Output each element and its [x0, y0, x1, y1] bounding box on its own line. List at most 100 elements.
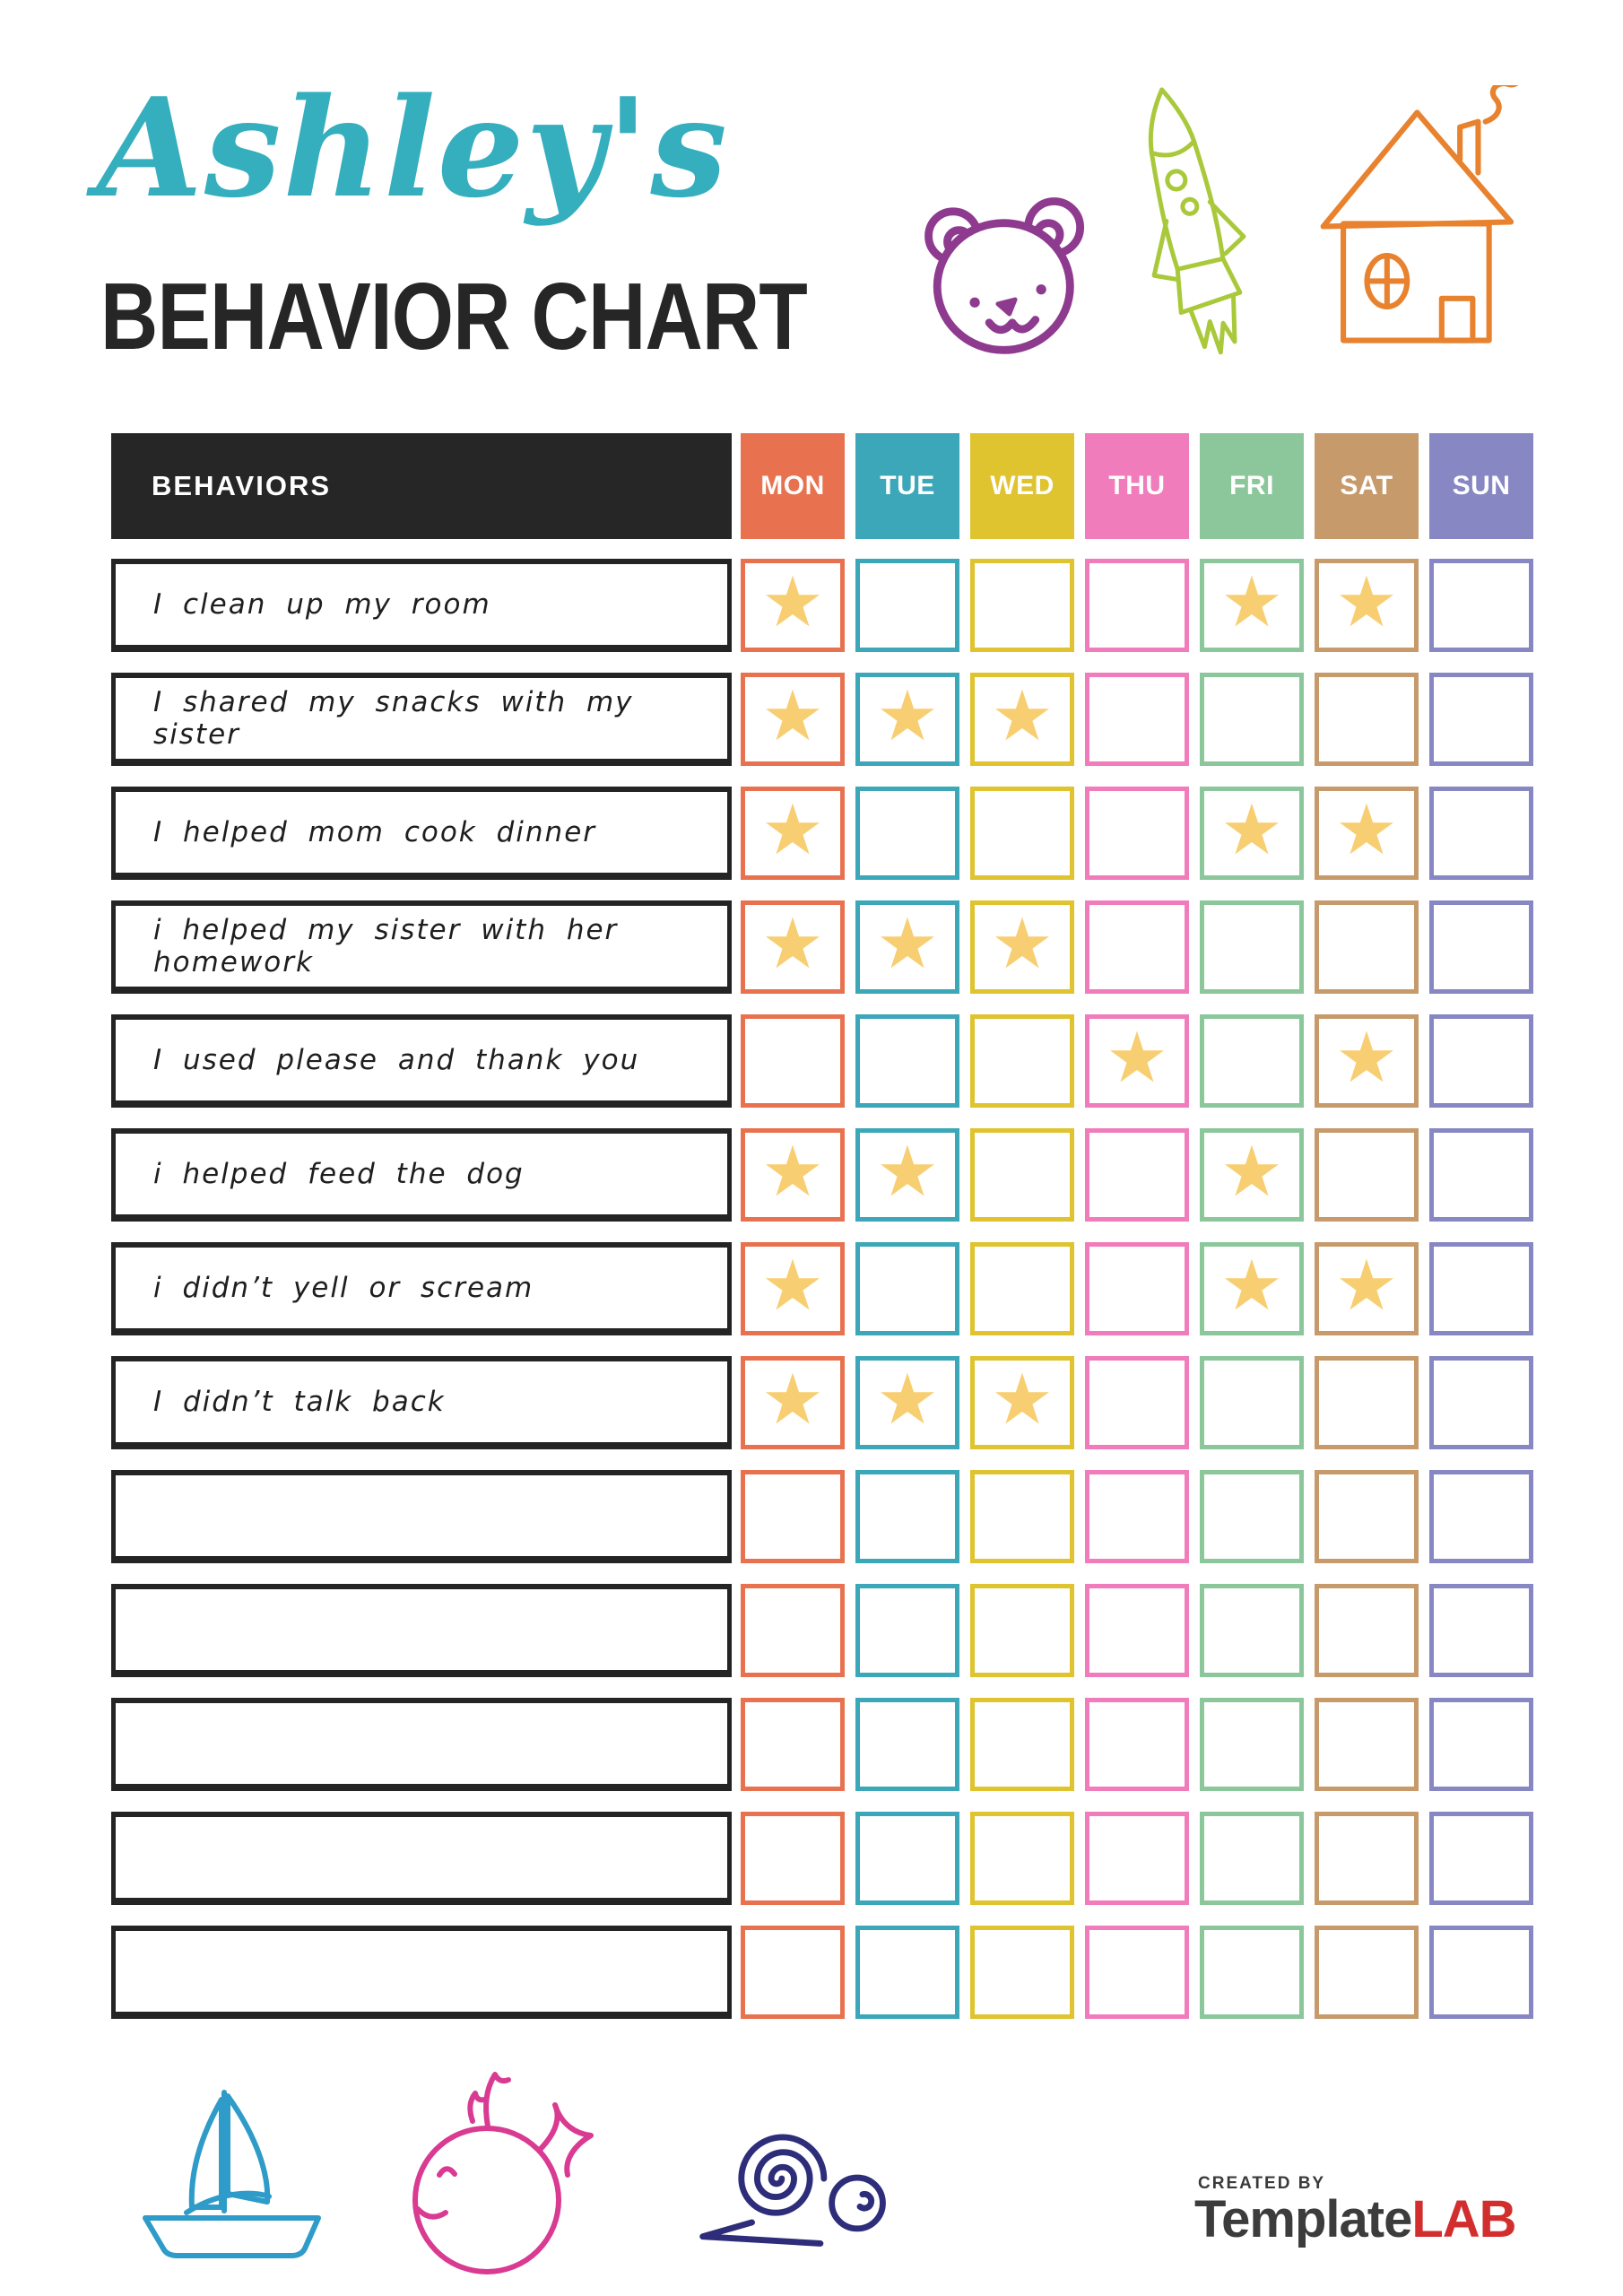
star-cell-fri: ★: [1200, 787, 1304, 880]
star-icon: ★: [761, 676, 824, 757]
behaviors-column-header: BEHAVIORS: [111, 433, 732, 539]
day-cells: [741, 1584, 1533, 1677]
star-cell-mon: [741, 1698, 845, 1791]
star-cell-sun: [1429, 900, 1533, 994]
behavior-label-box: [111, 1926, 732, 2019]
behavior-row-2: I shared my snacks with my sister ★ ★ ★: [111, 673, 1533, 766]
day-header-thu: THU: [1085, 433, 1189, 539]
day-header-sat: SAT: [1315, 433, 1419, 539]
star-cell-sun: [1429, 1242, 1533, 1335]
star-cell-fri: ★: [1200, 1242, 1304, 1335]
day-cells: [741, 1470, 1533, 1563]
star-cell-fri: [1200, 1584, 1304, 1677]
whale-icon: [390, 2058, 614, 2287]
behavior-text: i didn’t yell or scream: [153, 1272, 534, 1304]
star-cell-sun: [1429, 559, 1533, 652]
day-cells: ★ ★ ★: [741, 900, 1533, 994]
behavior-label-box: I used please and thank you: [111, 1014, 732, 1108]
behavior-row-1: I clean up my room ★ ★ ★: [111, 559, 1533, 652]
star-cell-sun: [1429, 1584, 1533, 1677]
star-cell-sun: [1429, 1356, 1533, 1449]
star-icon: ★: [876, 676, 939, 757]
behavior-row-7: i didn’t yell or scream ★ ★ ★: [111, 1242, 1533, 1335]
behavior-label-box: I clean up my room: [111, 559, 732, 652]
star-cell-tue: [855, 559, 959, 652]
day-cells: [741, 1812, 1533, 1905]
day-cells: [741, 1698, 1533, 1791]
star-cell-fri: [1200, 1698, 1304, 1791]
star-cell-sat: ★: [1315, 1242, 1419, 1335]
behavior-text: I shared my snacks with my sister: [153, 686, 634, 751]
star-icon: ★: [876, 1360, 939, 1440]
behavior-label-box: I helped mom cook dinner: [111, 787, 732, 880]
page-title: BEHAVIOR CHART: [100, 264, 808, 370]
star-icon: ★: [876, 904, 939, 985]
star-cell-wed: [970, 1584, 1074, 1677]
star-icon: ★: [1220, 1132, 1283, 1213]
behavior-label-box: I didn’t talk back: [111, 1356, 732, 1449]
star-cell-mon: [741, 1812, 845, 1905]
star-cell-tue: ★: [855, 673, 959, 766]
day-cells: ★ ★ ★: [741, 673, 1533, 766]
star-cell-thu: [1085, 1470, 1189, 1563]
star-cell-fri: [1200, 1926, 1304, 2019]
behavior-row-4: i helped my sister with her homework ★ ★ ★: [111, 900, 1533, 994]
star-cell-sat: ★: [1315, 1014, 1419, 1108]
star-cell-sat: [1315, 1584, 1419, 1677]
star-icon: ★: [1335, 790, 1398, 871]
star-cell-sun: [1429, 1470, 1533, 1563]
star-cell-sat: ★: [1315, 787, 1419, 880]
star-icon: ★: [991, 676, 1054, 757]
star-cell-mon: ★: [741, 900, 845, 994]
star-cell-tue: ★: [855, 900, 959, 994]
bear-icon: [910, 188, 1103, 363]
behavior-text: i helped feed the dog: [153, 1158, 525, 1190]
star-cell-thu: [1085, 673, 1189, 766]
day-header-wed: WED: [970, 433, 1074, 539]
star-icon: ★: [991, 1360, 1054, 1440]
star-cell-tue: ★: [855, 1356, 959, 1449]
behavior-label-box: i helped feed the dog: [111, 1128, 732, 1222]
behavior-label-box: [111, 1584, 732, 1677]
day-cells: ★ ★ ★: [741, 1356, 1533, 1449]
star-cell-mon: ★: [741, 673, 845, 766]
behavior-row-10: [111, 1584, 1533, 1677]
star-cell-wed: [970, 1698, 1074, 1791]
behavior-row-6: i helped feed the dog ★ ★ ★: [111, 1128, 1533, 1222]
star-cell-sun: [1429, 787, 1533, 880]
star-cell-wed: [970, 1812, 1074, 1905]
star-cell-tue: [855, 1242, 959, 1335]
star-cell-thu: [1085, 1356, 1189, 1449]
behavior-chart-table: BEHAVIORS MON TUE WED THU FRI SAT SUN I clean …: [111, 433, 1533, 2039]
star-cell-sun: [1429, 673, 1533, 766]
star-icon: ★: [1335, 1018, 1398, 1099]
star-cell-wed: [970, 787, 1074, 880]
star-cell-sat: [1315, 1926, 1419, 2019]
star-cell-sat: [1315, 1128, 1419, 1222]
star-cell-wed: [970, 1926, 1074, 2019]
day-header-fri: FRI: [1200, 433, 1304, 539]
star-icon: ★: [761, 1246, 824, 1326]
star-cell-thu: [1085, 1242, 1189, 1335]
house-icon: [1314, 64, 1533, 372]
star-cell-mon: [741, 1926, 845, 2019]
star-cell-wed: [970, 1242, 1074, 1335]
day-cells: [741, 1926, 1533, 2019]
star-cell-thu: [1085, 559, 1189, 652]
star-icon: ★: [1220, 790, 1283, 871]
day-cells: ★ ★ ★: [741, 1242, 1533, 1335]
star-cell-mon: ★: [741, 1128, 845, 1222]
star-cell-tue: [855, 787, 959, 880]
star-cell-thu: ★: [1085, 1014, 1189, 1108]
star-cell-wed: [970, 1128, 1074, 1222]
star-icon: ★: [1220, 1246, 1283, 1326]
behavior-row-11: [111, 1698, 1533, 1791]
behavior-label-box: [111, 1698, 732, 1791]
star-cell-mon: ★: [741, 1356, 845, 1449]
brand-name: TemplateLAB: [1194, 2194, 1517, 2246]
day-cells: ★ ★: [741, 1014, 1533, 1108]
star-cell-thu: [1085, 1128, 1189, 1222]
star-icon: ★: [1106, 1018, 1168, 1099]
star-cell-wed: ★: [970, 900, 1074, 994]
star-cell-sat: [1315, 1470, 1419, 1563]
